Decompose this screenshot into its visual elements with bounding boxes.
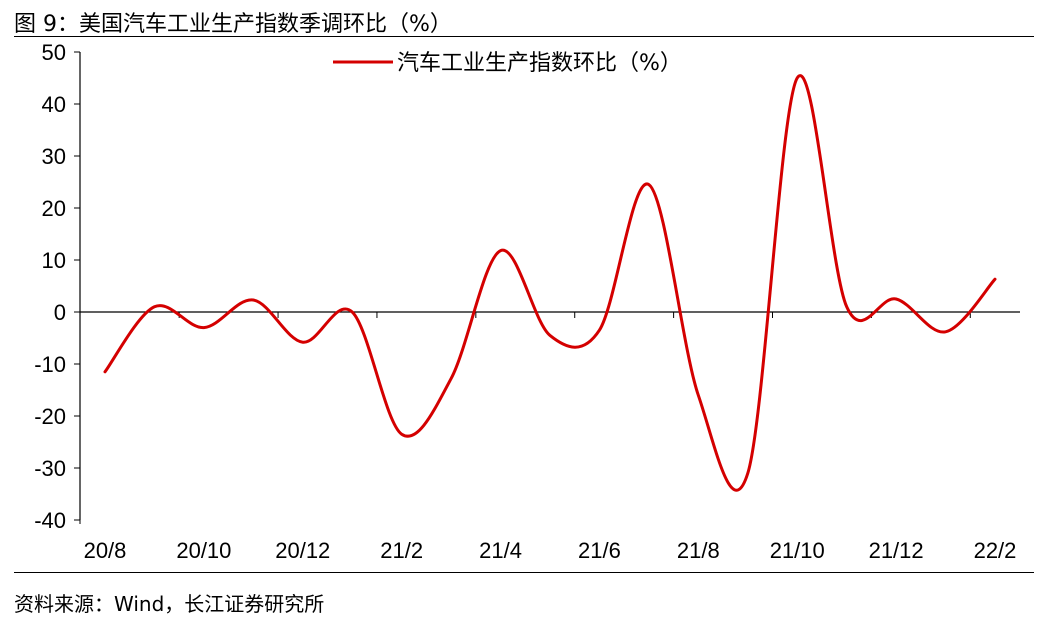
y-tick-label: 20 xyxy=(42,196,66,221)
axes xyxy=(74,51,1020,524)
source-rule xyxy=(14,572,1034,573)
y-tick-label: -30 xyxy=(34,456,66,481)
x-tick-label: 20/8 xyxy=(84,538,127,563)
source-note: 资料来源：Wind，长江证券研究所 xyxy=(14,592,325,616)
title-rule xyxy=(14,36,1034,37)
y-tick-label: 50 xyxy=(42,40,66,65)
series-line xyxy=(103,74,997,492)
y-tick-labels: 50 40 30 20 10 0 -10 -20 -30 -40 xyxy=(34,40,66,533)
y-tick-label: 30 xyxy=(42,144,66,169)
x-tick-label: 21/4 xyxy=(479,538,522,563)
legend-label: 汽车工业生产指数环比（%） xyxy=(397,51,682,76)
y-tick-label: 40 xyxy=(42,92,66,117)
figure-title: 图 9：美国汽车工业生产指数季调环比（%） xyxy=(14,12,452,37)
x-tick-labels: 20/8 20/10 20/12 21/2 21/4 21/6 21/8 21/10 21/12… xyxy=(84,538,1017,563)
y-tick-label: -20 xyxy=(34,404,66,429)
x-tick-label: 21/2 xyxy=(380,538,423,563)
x-tick-label: 22/2 xyxy=(974,538,1017,563)
x-tick-label: 21/12 xyxy=(869,538,924,563)
y-tick-label: 0 xyxy=(54,300,66,325)
y-tick-label: 10 xyxy=(42,248,66,273)
x-tick-label: 20/12 xyxy=(275,538,330,563)
y-tick-label: -10 xyxy=(34,352,66,377)
x-tick-label: 21/10 xyxy=(770,538,825,563)
x-tick-label: 20/10 xyxy=(176,538,231,563)
x-tick-label: 21/8 xyxy=(677,538,720,563)
y-tick-label: -40 xyxy=(34,508,66,533)
legend: 汽车工业生产指数环比（%） xyxy=(333,51,682,76)
series-layer xyxy=(103,74,997,492)
x-tick-label: 21/6 xyxy=(578,538,621,563)
